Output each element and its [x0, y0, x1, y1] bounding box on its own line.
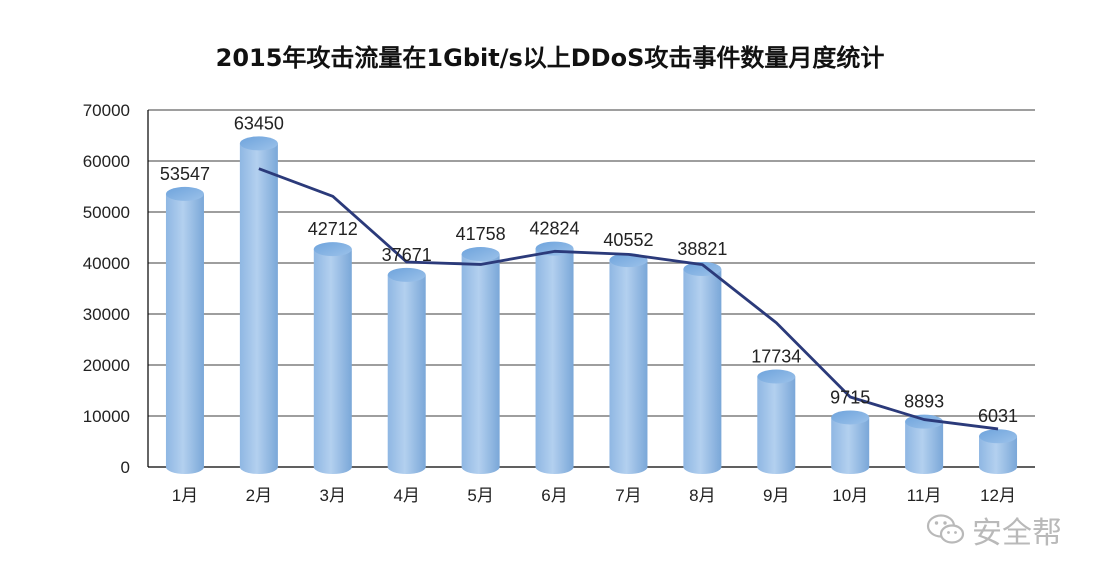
y-tick-label: 0: [121, 458, 130, 477]
watermark: 安全帮: [926, 508, 1062, 552]
y-tick-label: 30000: [83, 305, 130, 324]
data-labels: 53547 63450 42712 37671 41758 42824 40552 38821…: [160, 113, 1018, 426]
y-axis-ticks: 0 10000 20000 30000 40000 50000 60000 70000: [83, 101, 130, 477]
x-tick-label: 9月: [763, 486, 789, 505]
bar: [535, 241, 574, 474]
bar-base: [831, 460, 870, 474]
y-tick-label: 70000: [83, 101, 130, 120]
data-label: 8893: [904, 392, 944, 412]
bar-base: [609, 460, 648, 474]
bar-body: [609, 260, 648, 467]
x-tick-label: 4月: [393, 486, 419, 505]
x-tick-label: 11月: [907, 486, 942, 505]
y-tick-label: 20000: [83, 356, 130, 375]
bar-base: [535, 460, 574, 474]
data-label: 38821: [677, 239, 727, 259]
bar-body: [757, 376, 796, 467]
data-label: 9715: [830, 387, 870, 407]
bar-body: [461, 254, 500, 467]
bar-body: [387, 274, 426, 467]
bar: [609, 253, 648, 474]
bar-base: [757, 460, 796, 474]
bar: [313, 242, 352, 474]
bar: [757, 369, 796, 474]
bar-cap: [387, 267, 426, 282]
bar-body: [535, 248, 574, 467]
bar-body: [905, 421, 944, 467]
bar: [165, 186, 204, 474]
x-tick-label: 3月: [320, 486, 346, 505]
x-tick-label: 12月: [980, 486, 1016, 505]
data-label: 41758: [456, 224, 506, 244]
x-axis-ticks: 1月 2月 3月 4月 5月 6月 7月 8月 9月 10月 11月 12月: [172, 486, 1016, 505]
bar-base: [979, 460, 1018, 474]
bar-base: [165, 460, 204, 474]
bar-cap: [979, 429, 1018, 444]
bar-base: [905, 460, 944, 474]
x-tick-label: 6月: [541, 486, 567, 505]
watermark-text: 安全帮: [972, 516, 1062, 551]
bar-body: [239, 143, 278, 467]
bar-cap: [461, 247, 500, 262]
data-label: 17734: [751, 347, 801, 367]
bars: [165, 136, 1018, 474]
bar: [683, 262, 722, 474]
bar: [979, 429, 1018, 474]
data-label: 37671: [382, 245, 432, 265]
data-label: 42824: [530, 219, 580, 239]
y-tick-label: 50000: [83, 203, 130, 222]
bar: [239, 136, 278, 474]
data-label: 40552: [603, 230, 653, 250]
data-label: 53547: [160, 164, 210, 184]
bar: [905, 414, 944, 474]
bar-cap: [905, 414, 944, 429]
bar-base: [683, 460, 722, 474]
x-tick-label: 8月: [689, 486, 715, 505]
bar-cap: [239, 136, 278, 151]
trendline: [258, 167, 999, 431]
bar-body: [165, 193, 204, 468]
data-label: 42712: [308, 219, 358, 239]
wechat-icon: [926, 514, 965, 544]
y-tick-label: 40000: [83, 254, 130, 273]
data-label: 63450: [234, 113, 284, 133]
bar-base: [239, 460, 278, 474]
axes: [147, 110, 1035, 468]
bar-cap: [165, 186, 204, 201]
y-tick-label: 60000: [83, 152, 130, 171]
bar-body: [313, 249, 352, 467]
x-tick-label: 1月: [172, 486, 198, 505]
bar: [387, 267, 426, 474]
data-label: 6031: [978, 406, 1018, 426]
y-tick-label: 10000: [83, 407, 130, 426]
x-tick-label: 10月: [832, 486, 868, 505]
bar-base: [387, 460, 426, 474]
bar-base: [313, 460, 352, 474]
bar: [831, 410, 870, 474]
x-tick-label: 2月: [246, 486, 272, 505]
x-tick-label: 5月: [467, 486, 493, 505]
bar-body: [831, 417, 870, 467]
trendline-series: [258, 167, 999, 431]
bar-cap: [313, 242, 352, 257]
bar-body: [683, 269, 722, 467]
bar-cap: [831, 410, 870, 425]
bar-base: [461, 460, 500, 474]
x-tick-label: 7月: [615, 486, 641, 505]
bar: [461, 247, 500, 474]
bar-cap: [757, 369, 796, 384]
gridlines: [148, 109, 1035, 417]
chart-title: 2015年攻击流量在1Gbit/s以上DDoS攻击事件数量月度统计: [215, 44, 885, 72]
